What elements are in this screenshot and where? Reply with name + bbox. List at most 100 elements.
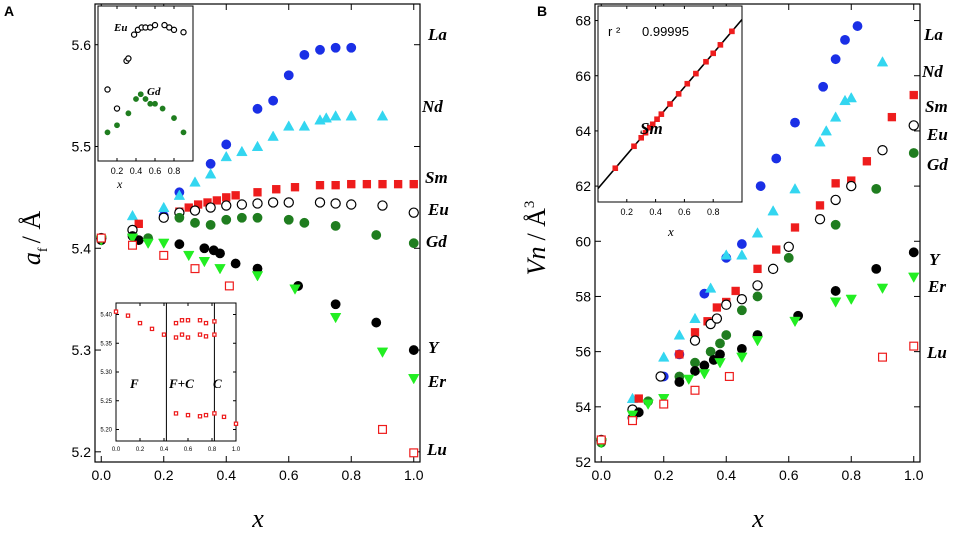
point-lu xyxy=(127,240,138,250)
point-lu xyxy=(233,421,239,426)
point-sm xyxy=(222,193,231,202)
point-lu xyxy=(197,318,203,323)
b-label-gd: Gd xyxy=(927,155,948,174)
panel-b-axis-ticks: 0.0 0.2 0.4 0.6 0.8 1.0 52 54 56 58 60 62 64 66 68 xyxy=(575,4,924,483)
point-lu xyxy=(185,318,191,323)
point-nd xyxy=(126,209,139,221)
panel-b-inset: 0.2 0.4 0.6 0.8 r ² 0.99995 Sm x xyxy=(597,5,743,239)
point-nd xyxy=(251,140,264,151)
y-label-b-unit: / Å xyxy=(522,208,551,241)
point-lu xyxy=(212,411,217,416)
point-sm xyxy=(731,286,740,296)
point-gd xyxy=(908,148,919,158)
x-tick-label: 0.2 xyxy=(136,447,145,453)
point-nd xyxy=(751,227,764,238)
point-la xyxy=(840,34,850,45)
y-tick-label: 52 xyxy=(575,454,591,470)
x-tick-label: 0.6 xyxy=(279,467,299,483)
x-tick-label: 0.8 xyxy=(707,207,720,217)
point-gd xyxy=(171,115,177,121)
point-er xyxy=(126,233,139,244)
point-nd xyxy=(158,201,170,213)
point-eu xyxy=(267,197,279,208)
point-lu xyxy=(212,319,217,324)
panel-b-frame xyxy=(594,3,921,463)
b-label-eu: Eu xyxy=(926,125,948,144)
panel-b-y-axis-label: Vn / Å3 xyxy=(522,201,551,276)
x-tick-label: 0.8 xyxy=(208,447,217,453)
point-sm xyxy=(710,50,717,57)
y-tick-label: 58 xyxy=(575,288,591,304)
point-lu xyxy=(137,320,143,326)
point-nd xyxy=(298,120,311,131)
point-nd xyxy=(189,176,201,187)
point-sm xyxy=(654,116,660,123)
b-label-sm: Sm xyxy=(925,97,948,116)
point-lu xyxy=(627,416,638,426)
y-label-a-unit: / Å xyxy=(17,211,46,244)
point-eu xyxy=(877,145,888,156)
inset-b-points xyxy=(612,28,735,172)
point-eu xyxy=(655,371,666,382)
point-eu xyxy=(846,180,857,192)
point-la xyxy=(315,44,325,55)
point-sm xyxy=(887,112,897,122)
inset-top-x-label: x xyxy=(116,177,123,191)
point-sm xyxy=(693,70,699,77)
point-gd xyxy=(283,214,294,225)
point-la xyxy=(330,42,341,53)
point-er xyxy=(642,399,654,410)
point-eu xyxy=(814,214,826,225)
x-tick-label: 0.8 xyxy=(342,467,362,483)
point-nd xyxy=(658,351,670,362)
point-lu xyxy=(212,332,217,337)
point-gd xyxy=(137,91,144,98)
y-tick-label: 5.30 xyxy=(100,370,112,376)
point-gd xyxy=(159,105,166,112)
point-er xyxy=(845,294,857,306)
x-tick-label: 0.2 xyxy=(621,207,634,217)
point-gd xyxy=(715,338,725,349)
panel-a-x-axis-label: x xyxy=(251,504,264,533)
point-gd xyxy=(152,100,158,107)
point-nd xyxy=(720,249,732,260)
point-gd xyxy=(690,357,700,368)
point-eu xyxy=(205,202,216,213)
point-sm xyxy=(658,111,665,117)
panel-a-bottom-inset: 0.0 0.2 0.4 0.6 0.8 1.0 5.20 5.25 5.30 5.35 5.40 F… xyxy=(100,302,241,453)
point-sm xyxy=(290,183,300,192)
point-gd xyxy=(705,346,716,357)
point-eu xyxy=(283,197,294,208)
point-y xyxy=(830,286,841,296)
panel-a-frame xyxy=(94,3,421,463)
point-er xyxy=(376,347,389,358)
point-er xyxy=(683,374,695,386)
point-y xyxy=(215,248,225,259)
y-tick-label: 5.25 xyxy=(100,399,112,405)
point-lu xyxy=(197,332,203,337)
region-label-c: C xyxy=(213,376,222,391)
point-nd xyxy=(267,130,279,141)
point-lu xyxy=(173,335,179,340)
point-sm xyxy=(717,42,724,48)
x-tick-label: 0.2 xyxy=(111,166,124,176)
point-eu xyxy=(736,294,748,305)
inset-top-ticks: 0.2 0.4 0.6 0.8 xyxy=(111,6,180,176)
point-sm xyxy=(815,201,825,210)
point-lu xyxy=(409,448,419,458)
point-gd xyxy=(221,214,232,225)
x-tick-label: 1.0 xyxy=(232,447,241,453)
point-eu xyxy=(125,55,132,62)
point-lu xyxy=(113,309,119,314)
svg-text:af/ Å: af / Å xyxy=(17,211,51,265)
point-sm xyxy=(331,181,340,190)
point-gd xyxy=(721,330,732,340)
y-tick-label: 54 xyxy=(575,399,591,415)
x-tick-label: 1.0 xyxy=(404,467,424,483)
point-er xyxy=(251,271,264,282)
point-gd xyxy=(114,122,120,129)
inset-top-label-gd: Gd xyxy=(147,86,161,98)
point-sm xyxy=(753,264,762,274)
point-eu xyxy=(189,205,201,216)
